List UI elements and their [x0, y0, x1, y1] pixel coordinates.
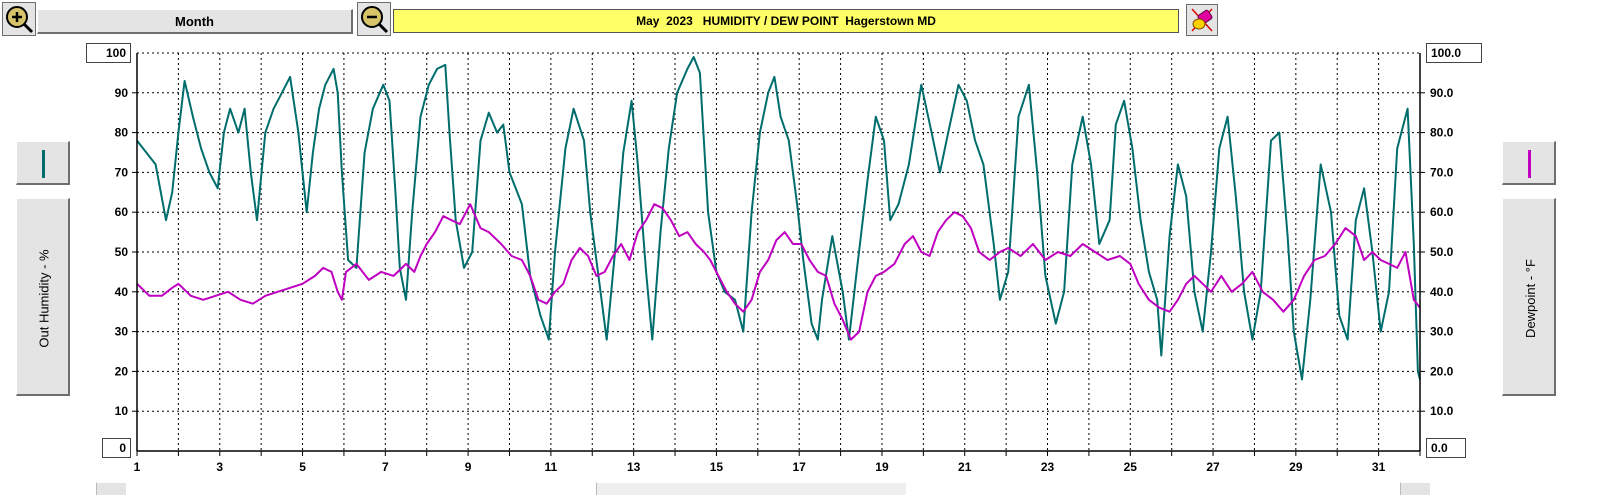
humidity-series-color-button[interactable] [16, 141, 70, 185]
zoom-in-button[interactable] [2, 2, 36, 36]
left-tick-label: 90 [115, 86, 129, 100]
x-tick-label: 9 [465, 460, 472, 474]
right-tick-label: 30.0 [1430, 325, 1454, 339]
right-axis-max-value: 100.0 [1431, 46, 1462, 60]
right-tick-label: 50.0 [1430, 245, 1454, 259]
left-axis-min-box[interactable]: 0 [102, 438, 131, 458]
range-label: Month [175, 13, 214, 29]
humidity-swatch [42, 150, 45, 178]
chart-title: May 2023 HUMIDITY / DEW POINT Hagerstown… [636, 14, 936, 28]
magnifier-plus-icon [2, 2, 36, 36]
left-axis-title-button[interactable]: Out Humidity - % [16, 198, 70, 396]
left-tick-label: 60 [115, 205, 129, 219]
bottom-scrollbar-left[interactable] [96, 482, 126, 495]
left-axis-max-box[interactable]: 100 [86, 43, 131, 63]
right-tick-label: 10.0 [1430, 404, 1454, 418]
eraser-tool-button[interactable] [1186, 4, 1218, 36]
eraser-tool-icon [1186, 4, 1218, 36]
left-tick-label: 40 [115, 285, 129, 299]
right-tick-label: 70.0 [1430, 165, 1454, 179]
x-tick-label: 23 [1041, 460, 1055, 474]
x-tick-label: 5 [299, 460, 306, 474]
left-tick-label: 80 [115, 126, 129, 140]
x-tick-label: 19 [875, 460, 889, 474]
right-axis-max-box[interactable]: 100.0 [1426, 43, 1482, 63]
humidity-series-line [136, 56, 1421, 381]
bottom-scrollbar-right[interactable] [1400, 482, 1430, 495]
range-selector-button[interactable]: Month [37, 9, 353, 34]
x-tick-label: 31 [1372, 460, 1386, 474]
right-tick-label: 80.0 [1430, 126, 1454, 140]
x-tick-label: 25 [1124, 460, 1138, 474]
right-axis-title-button[interactable]: Dewpoint - °F [1502, 198, 1556, 396]
x-tick-label: 21 [958, 460, 972, 474]
dewpoint-series-color-button[interactable] [1502, 141, 1556, 185]
right-tick-label: 40.0 [1430, 285, 1454, 299]
x-tick-label: 17 [793, 460, 807, 474]
zoom-out-button[interactable] [357, 2, 391, 36]
left-axis-max-value: 100 [105, 46, 126, 60]
dewpoint-series-line [136, 203, 1421, 341]
right-tick-label: 90.0 [1430, 86, 1454, 100]
x-tick-label: 13 [627, 460, 641, 474]
x-tick-label: 7 [382, 460, 389, 474]
left-tick-label: 50 [115, 245, 129, 259]
x-tick-label: 15 [710, 460, 724, 474]
magnifier-minus-icon [357, 2, 391, 36]
x-tick-label: 11 [545, 460, 558, 474]
left-tick-label: 30 [115, 325, 129, 339]
x-tick-label: 3 [216, 460, 223, 474]
dewpoint-swatch [1528, 150, 1531, 178]
right-axis-min-value: 0.0 [1431, 441, 1448, 455]
left-axis-min-value: 0 [119, 441, 126, 455]
chart-title-bar: May 2023 HUMIDITY / DEW POINT Hagerstown… [393, 9, 1179, 33]
right-axis-min-box[interactable]: 0.0 [1426, 438, 1466, 458]
x-tick-label: 1 [134, 460, 141, 474]
bottom-scrollbar-track[interactable] [596, 482, 906, 495]
left-tick-label: 70 [115, 165, 129, 179]
left-tick-label: 10 [115, 404, 129, 418]
right-tick-label: 60.0 [1430, 205, 1454, 219]
left-tick-label: 20 [115, 364, 129, 378]
x-tick-label: 29 [1289, 460, 1303, 474]
x-tick-label: 27 [1206, 460, 1220, 474]
right-tick-label: 20.0 [1430, 364, 1454, 378]
